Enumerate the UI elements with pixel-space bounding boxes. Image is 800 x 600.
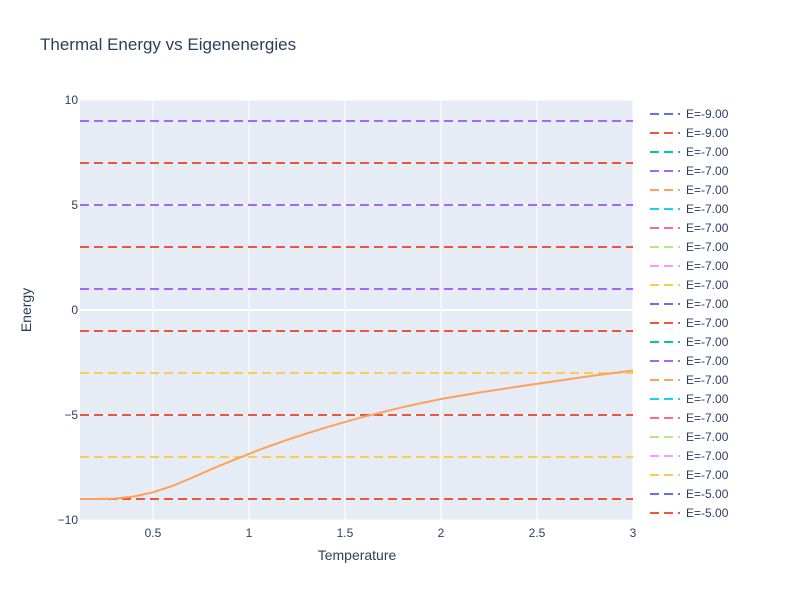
y-tick-label: 10 (65, 93, 79, 107)
y-tick-label: −10 (58, 513, 79, 527)
legend-item: E=-7.00 (650, 259, 729, 273)
x-axis-title: Temperature (318, 547, 397, 563)
y-axis-ticks: −10 −5 0 5 10 (58, 93, 79, 527)
series-group (80, 369, 634, 500)
x-tick-label: 2 (438, 526, 445, 540)
legend-item: E=-7.00 (650, 335, 729, 349)
legend-label: E=-7.00 (686, 145, 729, 159)
legend-item: E=-7.00 (650, 354, 729, 368)
legend-label: E=-7.00 (686, 373, 729, 387)
reference-lines (80, 120, 633, 500)
legend-label: E=-5.00 (686, 487, 729, 501)
legend-item: E=-9.00 (650, 126, 729, 140)
legend-label: E=-9.00 (686, 126, 729, 140)
legend-item: E=-7.00 (650, 278, 729, 292)
legend-label: E=-7.00 (686, 449, 729, 463)
legend-label: E=-7.00 (686, 354, 729, 368)
legend-label: E=-7.00 (686, 392, 729, 406)
legend-item: E=-7.00 (650, 297, 729, 311)
legend-label: E=-7.00 (686, 335, 729, 349)
x-tick-label: 1.5 (337, 526, 354, 540)
legend-item: E=-7.00 (650, 430, 729, 444)
x-axis-ticks: 0.5 1 1.5 2 2.5 3 (145, 526, 637, 540)
legend-item: E=-7.00 (650, 449, 729, 463)
legend-label: E=-7.00 (686, 164, 729, 178)
legend-item: E=-7.00 (650, 221, 729, 235)
legend-item: E=-7.00 (650, 240, 729, 254)
legend-item: E=-5.00 (650, 506, 729, 520)
x-tick-label: 0.5 (145, 526, 162, 540)
legend-item: E=-9.00 (650, 107, 729, 121)
legend-label: E=-7.00 (686, 183, 729, 197)
legend-label: E=-7.00 (686, 202, 729, 216)
y-tick-label: 0 (71, 303, 78, 317)
legend-item: E=-7.00 (650, 392, 729, 406)
legend-label: E=-7.00 (686, 221, 729, 235)
legend-label: E=-5.00 (686, 506, 729, 520)
legend-item: E=-7.00 (650, 145, 729, 159)
legend-label: E=-7.00 (686, 468, 729, 482)
legend-item: E=-5.00 (650, 487, 729, 501)
x-tick-label: 2.5 (529, 526, 546, 540)
y-tick-label: −5 (64, 408, 78, 422)
legend-label: E=-7.00 (686, 430, 729, 444)
legend-item: E=-7.00 (650, 202, 729, 216)
legend-item: E=-7.00 (650, 373, 729, 387)
y-axis-title: Energy (18, 288, 34, 332)
x-tick-label: 1 (246, 526, 253, 540)
legend-label: E=-7.00 (686, 316, 729, 330)
legend-item: E=-7.00 (650, 411, 729, 425)
legend-item: E=-7.00 (650, 468, 729, 482)
legend-label: E=-9.00 (686, 107, 729, 121)
legend-label: E=-7.00 (686, 278, 729, 292)
legend-item: E=-7.00 (650, 316, 729, 330)
legend-item: E=-7.00 (650, 183, 729, 197)
legend-label: E=-7.00 (686, 411, 729, 425)
chart-title: Thermal Energy vs Eigenenergies (40, 35, 296, 54)
legend-label: E=-7.00 (686, 297, 729, 311)
legend-item: E=-7.00 (650, 164, 729, 178)
y-tick-label: 5 (71, 198, 78, 212)
legend-label: E=-7.00 (686, 259, 729, 273)
legend: E=-9.00 E=-9.00 E=-7.00 E=-7.00 E=-7.00 E=-7.… (650, 107, 729, 520)
x-tick-label: 3 (630, 526, 637, 540)
thermal-energy-line (80, 369, 634, 500)
legend-label: E=-7.00 (686, 240, 729, 254)
